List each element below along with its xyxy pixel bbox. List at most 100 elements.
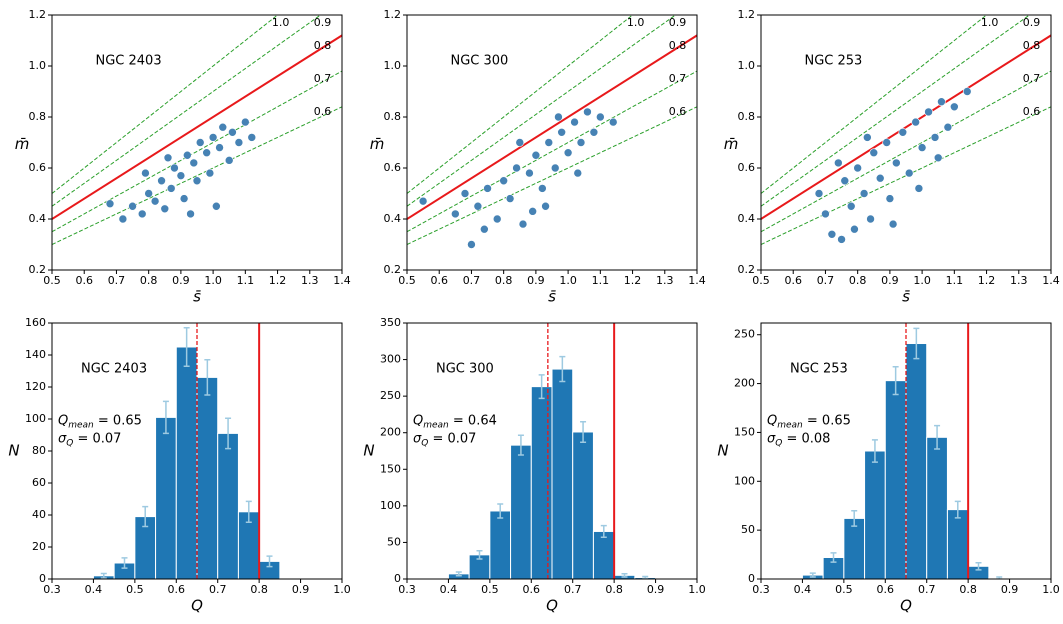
reference-label: 0.9: [1023, 16, 1041, 29]
point: [563, 148, 573, 157]
point: [141, 168, 150, 178]
point: [866, 214, 875, 224]
error-bar: [245, 500, 252, 523]
stat-text: = 0.07: [73, 431, 121, 446]
point: [195, 138, 205, 147]
point: [882, 138, 891, 147]
bar: [489, 510, 512, 579]
x-tick-label: 0.7: [108, 274, 126, 287]
point: [157, 176, 166, 186]
point: [834, 158, 843, 168]
point: [850, 224, 859, 234]
x-tick-label: 0.3: [398, 583, 416, 596]
y-tick-label: 150: [380, 462, 401, 475]
point: [837, 235, 846, 244]
error-bar: [121, 557, 128, 569]
point: [821, 209, 830, 219]
y-axis-label: N: [363, 442, 374, 460]
error-bar: [266, 555, 273, 568]
y-tick-label: 0: [394, 572, 401, 585]
x-tick-label: 0.5: [835, 583, 853, 596]
panel: 1.0 0.9 0.8 0.7 0.6 m̄ 0.5 0.6 0.7 0.8 0.9 1.0 1.1 1.…: [15, 8, 351, 306]
stat-subscript: mean: [777, 420, 803, 430]
point: [515, 138, 525, 147]
reference-label: 1.0: [272, 16, 290, 29]
point: [589, 128, 599, 137]
x-tick-label: 0.6: [523, 583, 541, 596]
error-bar: [913, 327, 920, 360]
y-tick-label: 1.2: [738, 8, 756, 21]
point: [885, 194, 895, 203]
x-tick-label: 1.0: [333, 583, 351, 596]
reference-label: 1.0: [627, 16, 645, 29]
point: [814, 189, 824, 198]
reference-label: 0.8: [669, 39, 687, 52]
x-tick-label: 0.4: [85, 583, 103, 596]
x-axis-label: Q: [191, 597, 203, 615]
point: [224, 156, 234, 165]
point: [538, 184, 547, 193]
bar: [572, 431, 594, 579]
x-tick-label: 1.0: [913, 274, 931, 287]
y-tick-label: 1.0: [384, 59, 402, 72]
reference-label: 0.6: [314, 105, 332, 118]
reference-label: 0.8: [314, 39, 332, 52]
point: [163, 153, 173, 163]
axes-frame: [406, 14, 698, 271]
error-bar: [580, 420, 587, 443]
reference-label: 0.7: [314, 72, 332, 85]
point: [576, 138, 586, 147]
x-tick-label: 1.0: [204, 274, 222, 287]
y-tick-label: 100: [25, 412, 46, 425]
reference-label: 0.8: [1023, 39, 1041, 52]
error-bar: [162, 400, 169, 435]
error-bar: [809, 572, 816, 578]
error-bar: [830, 552, 837, 563]
point: [924, 107, 933, 117]
point: [596, 112, 605, 122]
point: [840, 176, 850, 186]
reference-line: [407, 15, 677, 207]
x-tick-label: 0.6: [168, 583, 186, 596]
point: [937, 97, 946, 106]
x-tick-label: 0.8: [140, 274, 158, 287]
x-tick-label: 0.8: [495, 274, 513, 287]
bar: [864, 450, 886, 579]
reference-label: 0.9: [669, 16, 687, 29]
x-tick-label: 0.8: [605, 583, 623, 596]
stat-label: σQ = 0.08: [767, 431, 830, 448]
point: [137, 209, 147, 219]
y-tick-label: 20: [32, 540, 46, 553]
x-tick-label: 0.9: [172, 274, 190, 287]
point: [853, 163, 862, 173]
point: [128, 201, 137, 211]
y-axis-label: m̄: [370, 135, 385, 153]
point: [892, 158, 901, 168]
panel-title: NGC 253: [805, 53, 863, 68]
point: [962, 87, 972, 96]
stat-label: Qmean = 0.65: [767, 413, 851, 430]
x-tick-label: 0.8: [250, 583, 268, 596]
x-tick-label: 0.7: [463, 274, 481, 287]
point: [205, 168, 215, 178]
bar: [551, 368, 574, 579]
point: [179, 194, 189, 203]
reference-line: [52, 70, 342, 233]
y-axis-label: N: [717, 442, 728, 460]
point: [160, 204, 170, 214]
axes-frame: [51, 14, 343, 271]
error-bar: [204, 359, 211, 396]
y-tick-label: 50: [387, 535, 401, 548]
bar: [217, 432, 239, 579]
x-tick-label: 1.3: [656, 274, 674, 287]
y-tick-label: 0.6: [29, 161, 47, 174]
point: [247, 133, 257, 142]
y-tick-label: 60: [32, 476, 46, 489]
point: [512, 163, 521, 173]
y-tick-label: 160: [25, 316, 46, 329]
error-bar: [892, 366, 899, 396]
error-bar: [142, 505, 149, 528]
x-tick-label: 1.1: [237, 274, 255, 287]
error-bar: [600, 524, 607, 539]
